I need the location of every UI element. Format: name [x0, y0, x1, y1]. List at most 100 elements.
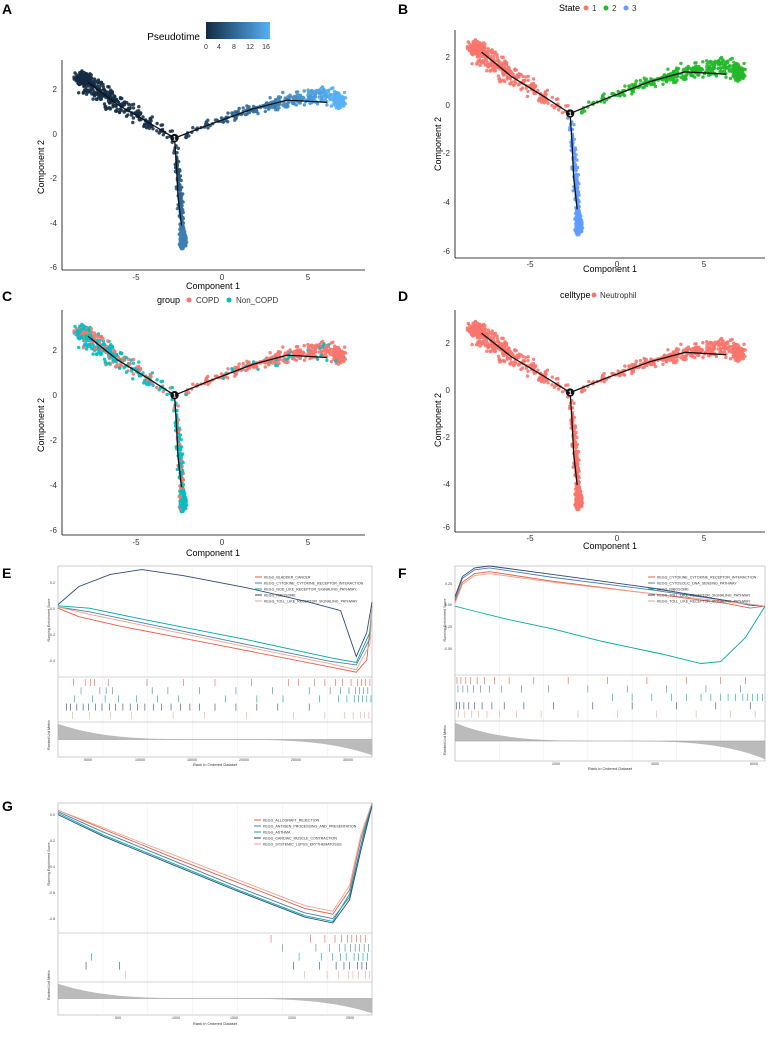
- cell-point: [743, 74, 747, 78]
- panel-d: celltype Neutrophil 1 -5 0 5 2 0 -2 -4 -…: [433, 290, 765, 551]
- cell-point: [294, 90, 299, 94]
- cell-point: [87, 327, 91, 331]
- cell-point: [184, 235, 188, 239]
- y-tick-label: 0.2: [50, 581, 55, 585]
- x-tick-label: -5: [132, 538, 140, 547]
- es-curve: [57, 606, 373, 671]
- cell-point: [573, 163, 578, 167]
- legend-label: KEGG_RIBOSOME: [264, 594, 296, 598]
- cell-point: [664, 80, 669, 84]
- cell-point: [155, 129, 159, 133]
- cell-point: [98, 338, 102, 342]
- cell-point: [101, 337, 105, 341]
- cell-point: [724, 355, 728, 360]
- cell-point: [623, 364, 627, 368]
- cell-point: [335, 98, 339, 102]
- cell-point: [126, 102, 131, 107]
- cell-point: [490, 62, 495, 66]
- cell-point: [485, 340, 489, 344]
- cell-point: [487, 343, 491, 348]
- y-axis-title-bottom: Ranked List Metric: [443, 725, 447, 755]
- cell-point: [241, 361, 245, 366]
- x-tick-label: 30000: [343, 758, 353, 762]
- cell-point: [560, 111, 565, 115]
- cell-point: [96, 81, 100, 85]
- trajectory-line: [569, 71, 727, 115]
- cell-point: [81, 91, 86, 95]
- cell-point: [302, 103, 307, 107]
- cell-point: [734, 350, 738, 354]
- cell-point: [622, 93, 627, 98]
- cell-point: [131, 116, 136, 120]
- cell-point: [683, 354, 688, 359]
- cell-point: [110, 346, 115, 350]
- cell-point: [306, 351, 310, 355]
- panel-e: KEGG_BLADDER_CANCER KEGG_CYTOKINE_CYTOKI…: [47, 565, 373, 767]
- trajectory-line: [87, 335, 175, 396]
- cell-point: [701, 60, 705, 64]
- cell-point: [676, 74, 680, 78]
- legend-tick: 0: [204, 44, 208, 51]
- legend-swatch-3: [623, 5, 629, 11]
- cell-point: [92, 331, 97, 335]
- panel-letter-d: D: [398, 288, 408, 304]
- trajectory-line: [481, 51, 571, 115]
- cell-point: [738, 355, 742, 359]
- panel-b: State 1 2 3 1 -5 0 5 2 0 -2 -4 -6 Compon…: [433, 3, 765, 274]
- cell-point: [301, 95, 305, 100]
- cell-point: [628, 85, 632, 89]
- cell-point: [94, 97, 99, 101]
- x-tick-label: 1500: [230, 1016, 238, 1020]
- cell-point: [683, 77, 687, 82]
- cell-point: [696, 353, 700, 357]
- y-tick-label: -2: [443, 433, 451, 442]
- y-tick-label: 0.0: [50, 607, 55, 611]
- branch-node-label: 1: [568, 112, 572, 118]
- cell-point: [737, 352, 741, 357]
- cell-point: [100, 93, 104, 97]
- cell-point: [516, 363, 521, 367]
- cell-point: [718, 57, 722, 61]
- y-tick-label: 0: [446, 386, 451, 395]
- trajectory-line: [87, 81, 175, 139]
- cell-point: [84, 92, 89, 96]
- cell-point: [718, 350, 722, 354]
- cell-point: [160, 123, 165, 127]
- y-tick-label: 0: [53, 130, 58, 139]
- cell-point: [649, 357, 653, 361]
- cell-point: [91, 97, 95, 101]
- cell-point: [470, 342, 474, 347]
- cell-point: [129, 369, 134, 373]
- legend-label: KEGG_CYTOKINE_CYTOKINE_RECEPTOR_INTERACT…: [657, 576, 757, 580]
- cell-point: [97, 345, 101, 350]
- cell-point: [78, 70, 82, 75]
- panel-letter-c: C: [2, 288, 12, 304]
- cell-point: [523, 78, 527, 83]
- cell-point: [178, 174, 183, 178]
- legend-label: COPD: [196, 296, 219, 305]
- cell-point: [686, 345, 690, 349]
- cell-point: [683, 357, 687, 362]
- y-tick-label: 0.00: [445, 603, 452, 607]
- cell-point: [115, 363, 119, 367]
- cell-point: [281, 345, 285, 349]
- x-tick-label: 6000: [750, 762, 758, 766]
- x-axis-title: Rank in Ordered Dataset: [193, 1021, 238, 1026]
- panel-letter-g: G: [2, 798, 13, 814]
- cell-point: [251, 360, 256, 364]
- cell-point: [117, 110, 122, 115]
- cell-point: [329, 359, 334, 364]
- panel-letter-f: F: [398, 565, 407, 581]
- x-axis-title: Component 1: [583, 264, 637, 274]
- cell-point: [131, 106, 136, 110]
- x-tick-label: 5: [306, 273, 311, 282]
- cell-point: [516, 355, 520, 360]
- cell-point: [245, 368, 249, 372]
- cell-point: [478, 344, 482, 348]
- panel-f: KEGG_CYTOKINE_CYTOKINE_RECEPTOR_INTERACT…: [443, 565, 766, 771]
- x-tick-label: 10000: [135, 758, 145, 762]
- cell-point: [478, 54, 482, 59]
- cell-point: [246, 106, 250, 111]
- plot-frame: [57, 802, 373, 1016]
- cell-point: [578, 217, 583, 221]
